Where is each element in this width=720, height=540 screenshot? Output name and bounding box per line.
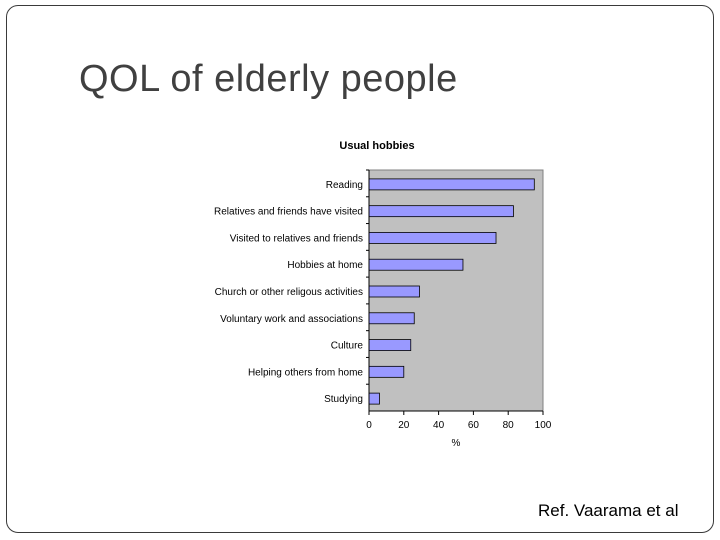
x-tick-label-2: 40	[433, 420, 445, 431]
x-tick-label-5: 100	[535, 420, 552, 431]
category-label-4: Church or other religous activities	[215, 287, 363, 298]
x-tick-label-0: 0	[366, 420, 372, 431]
category-label-3: Hobbies at home	[287, 260, 363, 271]
reference-note: Ref. Vaarama et al	[538, 501, 679, 520]
slide-title: QOL of elderly people	[79, 58, 458, 100]
category-label-1: Relatives and friends have visited	[214, 207, 363, 218]
category-label-8: Studying	[324, 394, 363, 405]
category-labels: Reading Relatives and friends have visite…	[214, 180, 363, 405]
category-label-7: Helping others from home	[248, 367, 363, 378]
bar-6	[368, 339, 412, 351]
x-tick-label-3: 60	[468, 420, 480, 431]
bar-0	[368, 178, 535, 191]
category-label-0: Reading	[326, 180, 363, 191]
bar-2	[368, 232, 497, 244]
bar-8	[368, 392, 380, 405]
category-label-5: Voluntary work and associations	[220, 314, 363, 325]
bar-1	[368, 205, 514, 218]
chart-container: Usual hobbies Reading Relatives and frien…	[190, 130, 570, 460]
x-axis-label: %	[452, 438, 461, 449]
chart-title: Usual hobbies	[339, 140, 414, 152]
bar-7	[368, 365, 405, 378]
slide-frame	[6, 5, 714, 533]
bar-chart: Usual hobbies Reading Relatives and frien…	[214, 140, 552, 449]
x-tick-label-1: 20	[398, 420, 410, 431]
category-label-2: Visited to relatives and friends	[230, 233, 363, 244]
bar-3	[368, 258, 464, 271]
bar-5	[368, 312, 415, 325]
category-label-6: Culture	[331, 341, 364, 352]
bar-4	[368, 285, 420, 298]
x-tick-label-4: 80	[503, 420, 515, 431]
